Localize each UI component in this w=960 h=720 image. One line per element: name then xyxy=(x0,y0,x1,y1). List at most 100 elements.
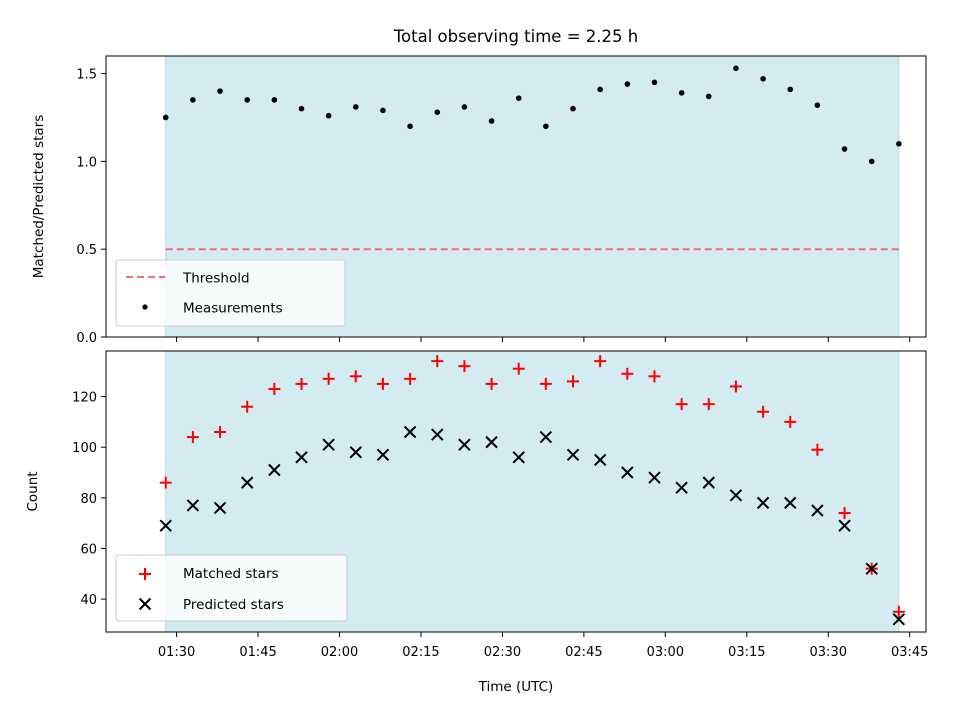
predicted-star-point xyxy=(240,476,254,489)
measurement-point xyxy=(407,123,413,130)
ratio-axes-frame xyxy=(105,55,927,338)
predicted-star-point xyxy=(213,501,227,515)
predicted-star-point xyxy=(784,496,797,510)
x-tick-label: 03:30 xyxy=(810,645,847,660)
measurement-point xyxy=(570,105,576,112)
legend-matched-swatch xyxy=(139,568,151,580)
predicted-star-point xyxy=(811,504,824,517)
predicted-star-point xyxy=(268,463,281,477)
count-y-axis-label: Count xyxy=(25,471,41,511)
x-tick-label: 01:45 xyxy=(239,645,276,660)
measurement-point xyxy=(841,146,848,152)
x-axis-label: Time (UTC) xyxy=(478,679,554,695)
measurement-point xyxy=(244,97,250,103)
predicted-star-point xyxy=(621,466,634,479)
matched-star-point xyxy=(241,400,254,413)
measurement-point xyxy=(678,90,685,96)
predicted-star-point xyxy=(403,425,417,439)
measurement-point xyxy=(325,112,332,119)
matched-star-point xyxy=(784,415,797,428)
matched-star-point xyxy=(159,476,172,489)
predicted-star-point xyxy=(512,451,525,464)
y-tick-label: 120 xyxy=(72,391,97,406)
matched-star-point xyxy=(729,380,742,393)
measurement-point xyxy=(651,79,658,86)
matched-star-point xyxy=(214,426,227,439)
count-axes-frame xyxy=(105,350,927,633)
legend-predicted-label: Predicted stars xyxy=(183,597,284,613)
matched-star-point xyxy=(648,370,661,383)
measurement-point xyxy=(353,104,359,110)
measurement-point xyxy=(543,123,549,130)
ratio-y-axis-label: Matched/Predicted stars xyxy=(31,115,47,278)
ratio-plot-marks xyxy=(162,65,902,251)
matched-star-point xyxy=(567,375,580,388)
measurement-point xyxy=(787,86,794,93)
y-tick-label: 40 xyxy=(80,593,97,608)
count-plot-marks xyxy=(159,355,906,626)
measurement-point xyxy=(434,109,441,115)
matched-star-point xyxy=(892,605,905,618)
predicted-star-point xyxy=(648,471,661,484)
chart-title: Total observing time = 2.25 h xyxy=(393,27,638,46)
count-legend-box xyxy=(115,554,348,622)
ratio-legend-box xyxy=(115,259,346,327)
matched-star-point xyxy=(431,355,444,368)
y-tick-label: 1.0 xyxy=(76,155,97,170)
predicted-star-point xyxy=(566,448,580,461)
matched-star-point xyxy=(295,377,308,390)
measurement-point xyxy=(217,88,223,94)
measurement-point xyxy=(162,114,169,121)
predicted-star-point xyxy=(729,489,743,502)
y-tick-label: 1.5 xyxy=(76,68,97,83)
legend-predicted-swatch xyxy=(138,597,152,611)
measurement-point xyxy=(705,93,712,100)
matched-star-point xyxy=(757,405,770,418)
count-legend: Matched stars Predicted stars xyxy=(115,554,348,622)
measurement-point xyxy=(624,81,631,87)
predicted-star-point xyxy=(458,438,471,451)
y-tick-label: 80 xyxy=(80,492,97,507)
x-tick-label: 02:45 xyxy=(565,645,602,660)
measurement-point xyxy=(597,86,603,93)
measurement-point xyxy=(814,102,821,108)
predicted-star-point xyxy=(865,562,878,575)
matched-star-point xyxy=(512,362,525,375)
x-tick-label: 02:15 xyxy=(402,645,439,660)
predicted-star-point xyxy=(593,453,607,467)
predicted-star-point xyxy=(838,519,851,532)
predicted-star-point xyxy=(892,613,906,626)
predicted-star-point xyxy=(186,499,200,512)
measurement-point xyxy=(380,107,386,114)
matched-star-point xyxy=(349,370,362,383)
measurement-point xyxy=(868,158,875,165)
predicted-star-point xyxy=(322,438,335,451)
matched-star-point xyxy=(404,372,417,385)
x-tick-label: 02:00 xyxy=(321,645,358,660)
legend-measurements-label: Measurements xyxy=(183,301,283,317)
y-tick-label: 100 xyxy=(72,441,97,456)
count-axis-ticks: 01:30 01:45 02:00 02:15 02:30 02:45 03:00 03:15… xyxy=(72,391,928,660)
x-tick-label: 03:15 xyxy=(728,645,765,660)
predicted-star-point xyxy=(675,481,688,494)
ratio-panel: 0.0 0.5 1.0 1.5 Matched/Predicted stars Thr… xyxy=(31,55,927,346)
matched-star-point xyxy=(458,360,471,373)
count-panel: 01:30 01:45 02:00 02:15 02:30 02:45 03:00 03:15… xyxy=(25,350,928,695)
x-tick-label: 02:30 xyxy=(484,645,521,660)
matched-star-point xyxy=(702,398,715,411)
predicted-star-point xyxy=(702,476,715,489)
predicted-star-point xyxy=(159,519,172,532)
measurement-point xyxy=(298,105,305,112)
y-tick-label: 0.0 xyxy=(76,331,97,346)
matched-star-point xyxy=(838,507,851,520)
measurement-point xyxy=(271,97,278,103)
matched-star-point xyxy=(268,382,281,395)
matched-star-point xyxy=(621,367,634,380)
legend-threshold-label: Threshold xyxy=(182,271,250,287)
measurement-point xyxy=(488,118,495,124)
predicted-star-point xyxy=(349,446,363,459)
measurement-point xyxy=(733,65,739,72)
matched-star-point xyxy=(811,443,824,456)
x-tick-label: 03:00 xyxy=(647,645,684,660)
legend-matched-label: Matched stars xyxy=(183,566,279,582)
